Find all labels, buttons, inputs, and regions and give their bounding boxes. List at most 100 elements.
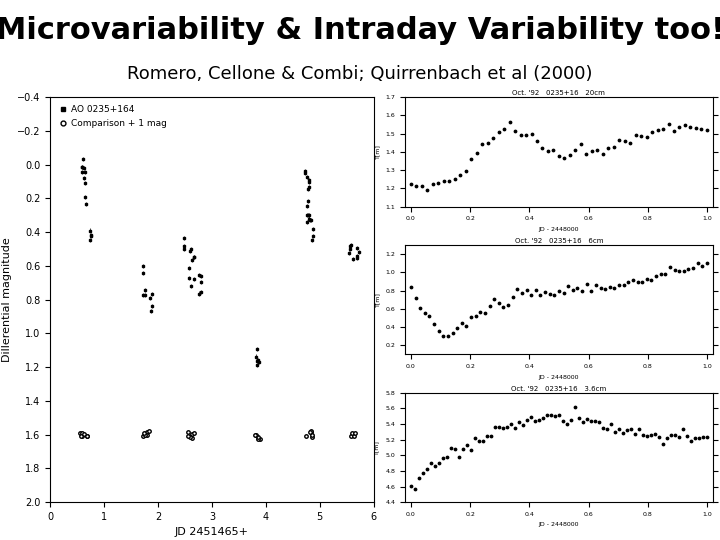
Point <box>570 402 581 411</box>
Point <box>535 291 546 300</box>
Point <box>567 286 579 294</box>
Point <box>465 446 477 454</box>
X-axis label: JD - 2448000: JD - 2448000 <box>539 227 579 232</box>
Point <box>529 417 541 426</box>
Point <box>521 416 533 425</box>
Point <box>575 140 587 149</box>
Point <box>585 417 597 426</box>
Point <box>677 424 688 433</box>
Point <box>604 283 616 292</box>
Point <box>674 123 685 131</box>
Point <box>696 262 708 271</box>
Point <box>447 329 459 338</box>
Point <box>498 302 509 311</box>
Point <box>423 312 435 321</box>
Point <box>542 146 554 155</box>
Point <box>589 416 600 425</box>
Point <box>625 425 636 434</box>
Point <box>489 423 500 432</box>
Point <box>636 277 648 286</box>
Y-axis label: T[m]: T[m] <box>375 292 380 307</box>
Point <box>701 259 713 268</box>
Point <box>618 280 629 289</box>
Point <box>696 125 707 133</box>
Point <box>415 304 426 313</box>
Point <box>526 130 537 139</box>
Point <box>697 433 708 441</box>
Point <box>649 430 661 438</box>
Title: Oct. '92   0235+16   20cm: Oct. '92 0235+16 20cm <box>513 90 606 96</box>
Point <box>456 319 467 327</box>
Point <box>572 284 583 293</box>
Point <box>690 123 702 132</box>
Point <box>701 125 713 134</box>
Point <box>485 431 497 440</box>
Point <box>678 266 690 275</box>
Point <box>548 146 559 155</box>
Point <box>553 152 564 160</box>
Point <box>564 151 576 159</box>
Point <box>573 414 585 422</box>
Point <box>405 282 417 291</box>
Point <box>493 128 505 137</box>
Point <box>609 427 621 436</box>
Point <box>460 166 472 175</box>
Point <box>641 133 652 142</box>
X-axis label: JD - 2448000: JD - 2448000 <box>539 375 579 380</box>
Point <box>624 139 636 147</box>
Point <box>673 267 685 275</box>
Point <box>692 259 703 267</box>
Point <box>660 270 671 279</box>
Point <box>603 143 614 152</box>
Point <box>481 431 492 440</box>
Point <box>663 120 675 129</box>
Title: Oct. '92   0235+16   3.6cm: Oct. '92 0235+16 3.6cm <box>511 386 606 392</box>
Point <box>570 146 581 154</box>
Y-axis label: Dillerential magnitude: Dillerential magnitude <box>1 237 12 362</box>
Point <box>493 423 505 431</box>
Point <box>562 281 574 290</box>
Point <box>646 276 657 285</box>
Point <box>623 278 634 286</box>
Point <box>580 150 592 159</box>
Point <box>657 440 669 449</box>
Point <box>525 413 536 422</box>
Point <box>693 433 705 442</box>
Point <box>608 142 619 151</box>
Y-axis label: T[m]: T[m] <box>375 145 380 159</box>
Point <box>451 324 463 333</box>
Point <box>553 287 564 296</box>
Point <box>669 266 680 274</box>
Point <box>421 465 433 474</box>
Point <box>437 454 449 463</box>
Point <box>619 137 631 145</box>
Point <box>601 424 613 433</box>
Point <box>428 320 440 329</box>
Point <box>461 321 472 330</box>
Point <box>630 131 642 139</box>
Point <box>621 426 633 435</box>
Point <box>515 130 526 139</box>
Point <box>410 293 421 302</box>
Point <box>466 154 477 163</box>
Point <box>652 126 663 134</box>
Point <box>521 286 532 295</box>
Point <box>427 180 438 188</box>
Point <box>544 290 555 299</box>
Point <box>416 181 428 190</box>
Point <box>480 308 491 317</box>
Point <box>645 430 657 439</box>
Point <box>689 434 701 443</box>
Point <box>509 127 521 136</box>
Point <box>605 420 616 428</box>
Point <box>482 138 493 147</box>
Point <box>701 433 713 442</box>
Point <box>512 285 523 293</box>
Point <box>641 275 652 284</box>
Point <box>422 185 433 194</box>
Point <box>685 436 697 445</box>
Point <box>503 301 514 310</box>
Point <box>679 120 690 129</box>
Point <box>627 276 639 285</box>
Point <box>444 177 455 185</box>
